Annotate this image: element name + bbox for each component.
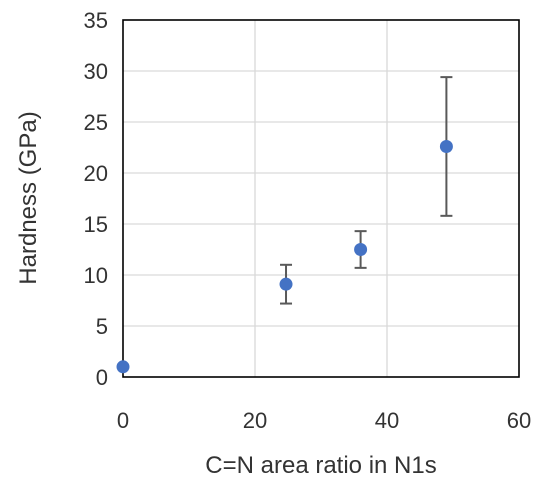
- error-bars: [280, 76, 453, 305]
- data-points: [116, 139, 453, 374]
- y-tick-label: 10: [84, 263, 108, 288]
- y-tick-label: 35: [84, 8, 108, 33]
- x-tick-label: 20: [243, 408, 267, 433]
- y-tick-label: 25: [84, 110, 108, 135]
- y-tick-label: 0: [96, 365, 108, 390]
- x-tick-label: 40: [375, 408, 399, 433]
- data-point: [354, 243, 368, 256]
- x-tick-label: 60: [507, 408, 531, 433]
- data-point: [439, 139, 453, 153]
- data-point: [279, 277, 293, 291]
- y-tick-label: 30: [84, 59, 108, 84]
- data-point: [116, 360, 130, 374]
- y-tick-label: 15: [84, 212, 108, 237]
- plot-area-frame: [122, 19, 520, 378]
- y-tick-label: 5: [96, 314, 108, 339]
- y-axis-title: Hardness (GPa): [15, 111, 42, 284]
- y-tick-label: 20: [84, 161, 108, 186]
- y-axis-tick-labels: 0 5 10 15 20 25 30 35: [84, 8, 108, 390]
- grid-lines: [123, 20, 519, 377]
- x-axis-title: C=N area ratio in N1s: [205, 452, 436, 479]
- x-tick-label: 0: [117, 408, 129, 433]
- x-axis-tick-labels: 0 20 40 60: [117, 408, 531, 433]
